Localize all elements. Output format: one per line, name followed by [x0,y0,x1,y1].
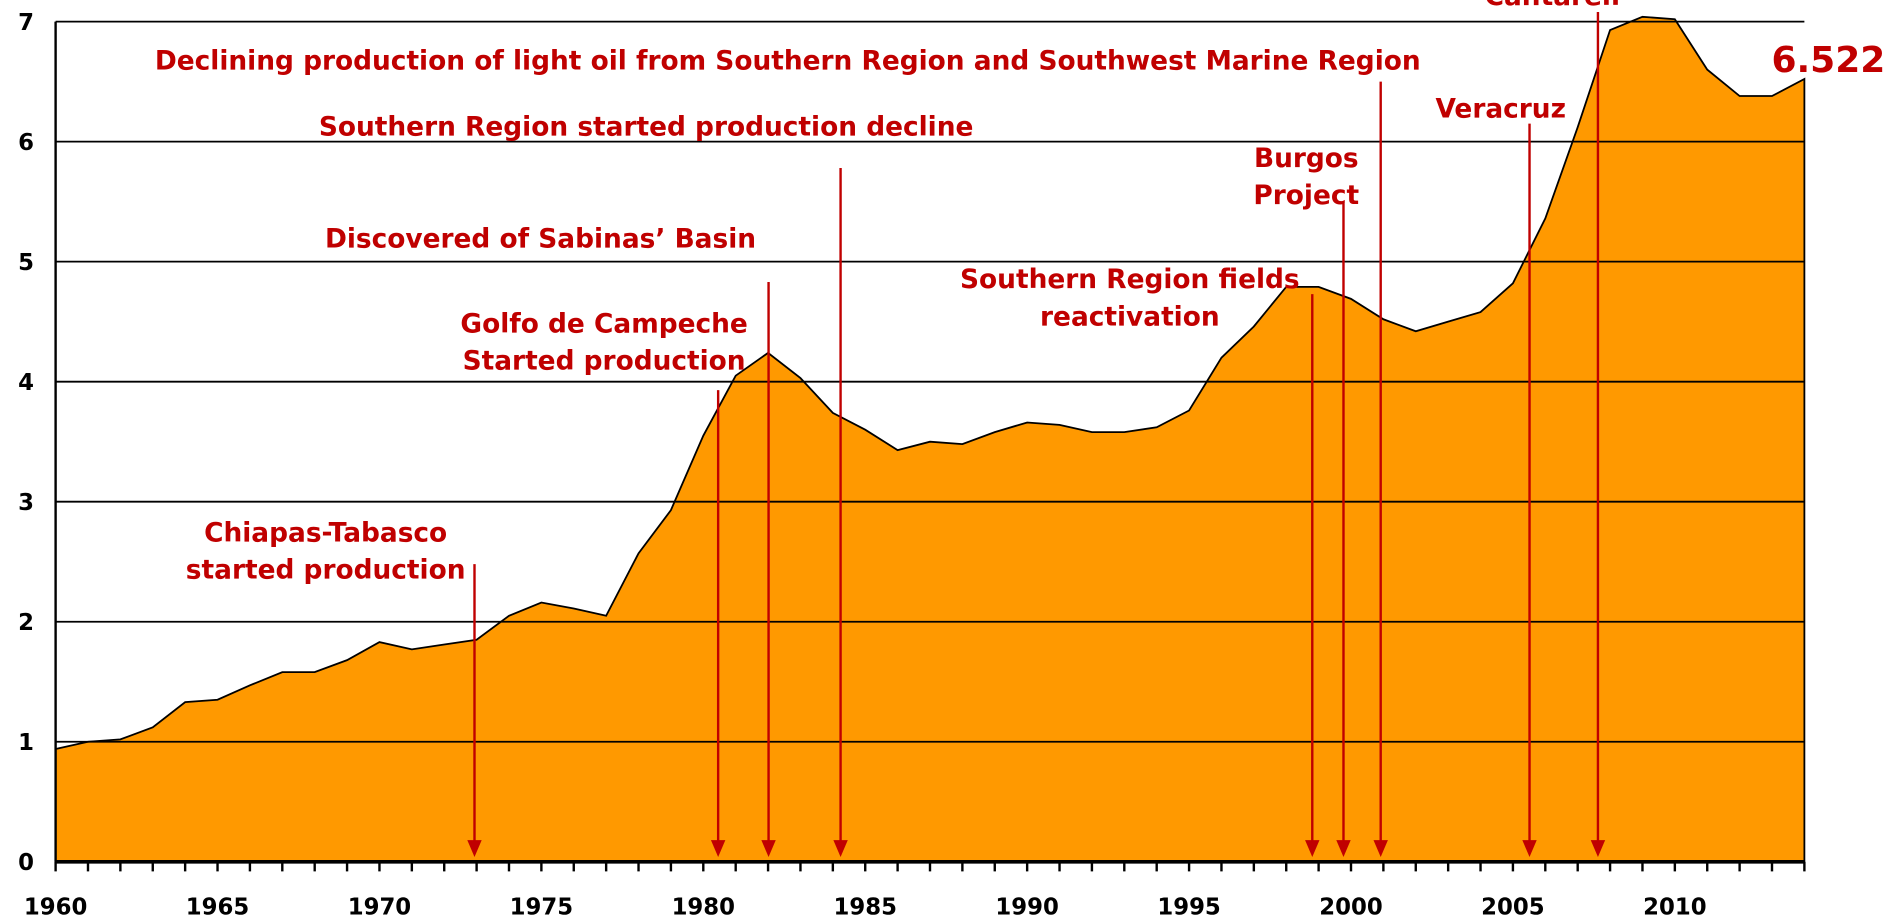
arrow-head [1336,840,1351,857]
arrow-head [1373,840,1388,857]
x-tick-label: 1975 [510,895,573,921]
arrow-head [467,840,482,857]
annotation: Chiapas-Tabasco [204,517,447,548]
x-tick-label: 1960 [24,895,87,921]
annotation: Southern Region started production decli… [319,112,974,143]
annotation: started production [186,555,466,586]
annotation: Started production [463,346,746,377]
arrow-head [761,840,776,857]
y-tick-label: 7 [18,10,34,36]
y-tick-label: 2 [18,610,34,636]
annotation: Veracruz [1435,94,1566,125]
x-tick-label: 2005 [1481,895,1544,921]
annotation: Declining production of light oil from S… [155,46,1421,77]
annotation: Discovered of Sabinas’ Basin [325,223,756,254]
area [54,15,1806,863]
arrow-head [1305,840,1320,857]
y-tick-label: 3 [18,490,34,516]
y-tick-label: 4 [18,370,34,396]
x-tick-label: 1985 [834,895,897,921]
x-tick-label: 1970 [348,895,411,921]
annotation: Burgos [1254,143,1359,174]
arrow-head [1590,840,1606,857]
y-tick-label: 0 [18,850,34,876]
y-tick-label: 6 [18,130,34,156]
arrow-head [1522,840,1537,857]
x-tick-label: 1980 [672,895,735,921]
x-tick-label: 1965 [186,895,249,921]
arrow-head [833,840,848,857]
x-tick-label: 2010 [1643,895,1706,921]
x-tick-label: 2000 [1319,895,1382,921]
x-tick-label: 1995 [1157,895,1220,921]
x-tick-label: 1990 [995,895,1058,921]
annotation: Southern Region fields [960,264,1300,295]
annotation: Cantarell [1485,0,1620,12]
annotation: Project [1253,180,1359,211]
annotation: reactivation [1040,301,1220,332]
y-tick-label: 1 [18,730,34,756]
value-label: 6.522 [1771,40,1885,81]
y-tick-label: 5 [18,250,34,276]
arrow-head [710,840,726,857]
annotation: Golfo de Campeche [460,308,747,339]
